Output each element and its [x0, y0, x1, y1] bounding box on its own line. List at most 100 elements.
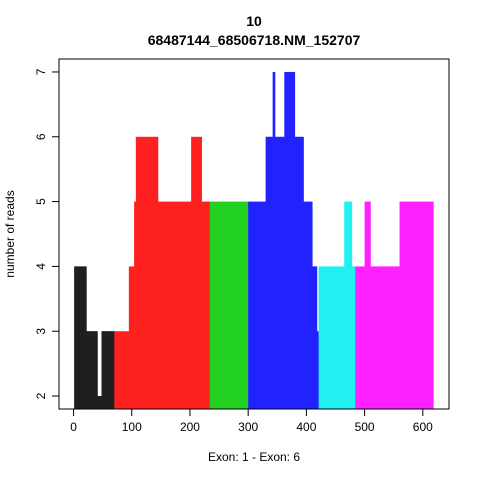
- bar: [84, 266, 86, 409]
- bar: [128, 266, 133, 409]
- bar: [91, 331, 93, 409]
- bar: [344, 201, 353, 409]
- bar: [100, 396, 102, 409]
- bar: [101, 331, 103, 409]
- bar: [201, 201, 211, 409]
- bar: [134, 201, 137, 409]
- bar: [86, 331, 88, 409]
- bar: [81, 266, 83, 409]
- bar: [95, 331, 97, 409]
- x-tick-label: 400: [296, 420, 316, 434]
- bar: [102, 331, 103, 409]
- x-tick-label: 100: [122, 420, 142, 434]
- bar: [104, 331, 106, 409]
- bar: [318, 266, 345, 409]
- bar: [110, 331, 112, 409]
- bar: [209, 201, 249, 409]
- series-exon-3: [209, 201, 249, 409]
- x-axis: 0 100 200 300 400 500 600: [70, 408, 433, 434]
- chart-subtitle: 68487144_68506718.NM_152707: [148, 32, 361, 48]
- bar: [297, 136, 304, 409]
- bar: [77, 266, 79, 409]
- x-tick-label: 500: [355, 420, 375, 434]
- bar: [114, 331, 130, 409]
- bar: [111, 331, 113, 409]
- y-axis-label: number of reads: [3, 190, 17, 277]
- bar: [102, 331, 104, 409]
- y-tick-label: 2: [34, 392, 48, 399]
- bar: [74, 266, 76, 409]
- y-tick-label: 3: [34, 328, 48, 335]
- bar: [78, 266, 80, 409]
- bar: [88, 331, 90, 409]
- bar: [106, 331, 108, 409]
- bar: [79, 266, 81, 409]
- y-tick-label: 5: [34, 198, 48, 205]
- series-exon-1: [74, 266, 115, 409]
- x-tick-label: 300: [238, 420, 258, 434]
- bar: [382, 266, 395, 409]
- bar: [89, 331, 91, 409]
- bar: [74, 266, 76, 409]
- bar: [108, 331, 110, 409]
- bar: [265, 136, 271, 409]
- series-exon-6: [355, 201, 434, 409]
- bar: [113, 331, 115, 409]
- bar: [95, 331, 97, 409]
- bar: [103, 331, 105, 409]
- bar: [307, 201, 313, 409]
- bar: [135, 136, 159, 409]
- bar: [364, 201, 371, 409]
- bar: [84, 266, 85, 409]
- bar: [85, 266, 87, 409]
- y-tick-label: 4: [34, 263, 48, 270]
- bar: [104, 331, 106, 409]
- bar: [78, 266, 80, 409]
- bar: [76, 266, 78, 409]
- bar: [316, 331, 319, 409]
- bar: [248, 201, 266, 409]
- y-tick-label: 6: [34, 133, 48, 140]
- bar: [274, 136, 281, 409]
- bar: [191, 136, 202, 409]
- bar: [111, 331, 113, 409]
- bar: [112, 331, 114, 409]
- bar: [164, 201, 182, 409]
- x-tick-label: 0: [70, 420, 77, 434]
- bar: [89, 331, 91, 409]
- bar: [81, 266, 83, 409]
- bar: [399, 201, 434, 409]
- bar: [303, 201, 308, 409]
- bar: [393, 266, 400, 409]
- x-tick-label: 200: [180, 420, 200, 434]
- bar: [96, 331, 98, 409]
- bar: [109, 331, 111, 409]
- y-tick-label: 7: [34, 68, 48, 75]
- bar: [92, 331, 94, 409]
- bar: [157, 201, 166, 409]
- bar: [100, 396, 102, 409]
- bar: [131, 266, 135, 409]
- bar: [269, 136, 273, 409]
- bar: [370, 266, 383, 409]
- bar: [82, 266, 84, 409]
- bar: [110, 331, 112, 409]
- series-exon-4: [248, 71, 319, 410]
- bar: [96, 331, 98, 409]
- x-tick-label: 600: [413, 420, 433, 434]
- bar: [280, 136, 285, 409]
- bar: [93, 331, 95, 409]
- y-axis: 2 3 4 5 6 7: [34, 68, 60, 399]
- bar: [106, 331, 108, 409]
- bar: [83, 266, 85, 409]
- chart-title: 10: [246, 13, 262, 29]
- bar: [80, 266, 82, 409]
- bar: [113, 331, 115, 409]
- series-exon-5: [318, 201, 356, 409]
- bar: [93, 331, 95, 409]
- bar: [312, 266, 318, 409]
- bar: [90, 331, 92, 409]
- series-exon-2: [114, 136, 211, 409]
- bar: [88, 331, 90, 409]
